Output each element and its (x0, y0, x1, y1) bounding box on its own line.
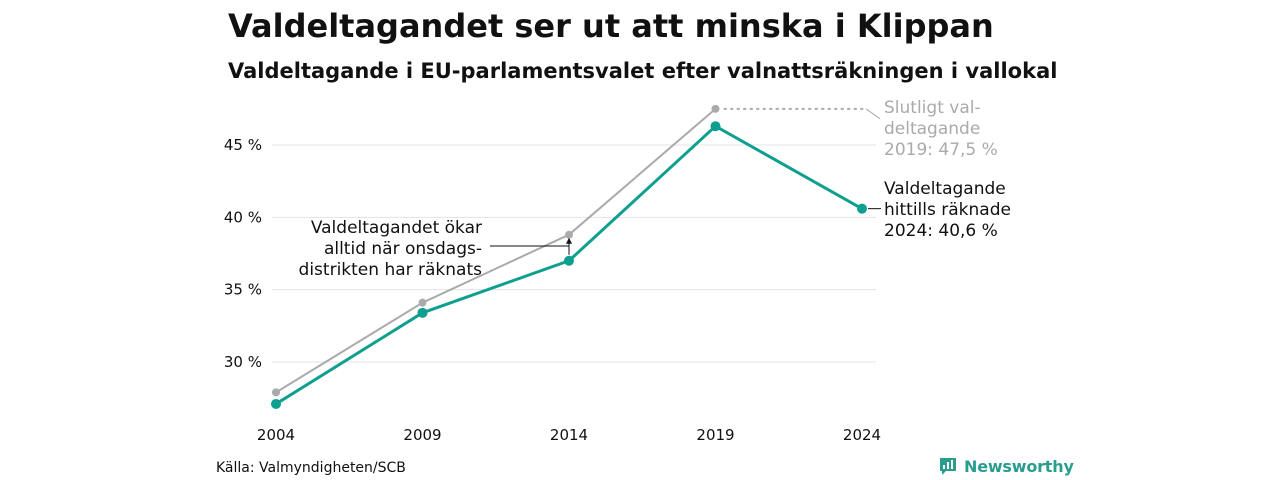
x-tick-label: 2009 (403, 426, 441, 444)
series-points (271, 104, 867, 409)
gridlines (272, 144, 876, 363)
data-point-election-night-2004 (271, 398, 281, 409)
annotation-line: Valdeltagande (884, 179, 1006, 199)
x-tick-label: 2004 (257, 426, 295, 444)
y-tick-label: 30 % (224, 353, 262, 371)
data-point-election-night-2019 (710, 121, 721, 132)
annotation-line: Valdeltagandet ökar (311, 218, 482, 238)
annotation-final-turnout: Slutligt val-deltagande 2019: 47,5 % (884, 98, 998, 160)
y-tick-label: 45 % (224, 136, 262, 154)
annotation-current-turnout: Valdeltagande hittills räknade 2024: 40,6 … (884, 179, 1011, 241)
brand-name: Newsworthy (964, 456, 1074, 476)
data-point-election-night-2009 (417, 307, 428, 318)
y-axis-tick-labels: 30 % 35 % 40 % 45 % (224, 136, 262, 371)
data-point-election-night-2014 (564, 255, 574, 266)
data-point-election-night-2024 (857, 203, 867, 214)
annotation-counting-note: Valdeltagandet ökar alltid när onsdags-di… (299, 218, 483, 280)
annotation-line: alltid när onsdags- (324, 239, 482, 259)
brand-logo: Newsworthy (938, 456, 1074, 476)
annotation-line: hittills räknade (884, 200, 1011, 220)
final-turnout-connector (865, 108, 881, 120)
x-axis-tick-labels: 2004 2009 2014 2019 2024 (257, 426, 881, 444)
chart-subtitle: Valdeltagande i EU-parlamentsvalet efter… (228, 59, 1058, 83)
x-tick-label: 2019 (696, 426, 734, 444)
y-tick-label: 35 % (224, 281, 262, 299)
bar-chart-icon (940, 458, 956, 475)
annotation-line: Slutligt val- (884, 98, 981, 118)
note-arrow-head (566, 237, 572, 244)
chart-title: Valdeltagandet ser ut att minska i Klipp… (228, 7, 994, 45)
y-tick-label: 40 % (224, 208, 262, 226)
annotation-line: deltagande (884, 119, 980, 139)
data-point-final-2014 (565, 230, 573, 239)
annotation-line: 2019: 47,5 % (884, 140, 998, 160)
annotation-line: distrikten har räknats (299, 260, 483, 280)
series-line-final (275, 107, 717, 394)
source-credit: Källa: Valmyndigheten/SCB (216, 460, 406, 476)
x-tick-label: 2014 (550, 426, 588, 444)
annotations: Slutligt val-deltagande 2019: 47,5 % Valde… (299, 98, 1011, 280)
data-point-final-2019 (711, 104, 720, 113)
annotation-line: 2024: 40,6 % (884, 221, 998, 241)
x-tick-label: 2024 (843, 426, 881, 444)
data-point-final-2009 (418, 298, 427, 307)
data-point-final-2004 (272, 388, 280, 397)
